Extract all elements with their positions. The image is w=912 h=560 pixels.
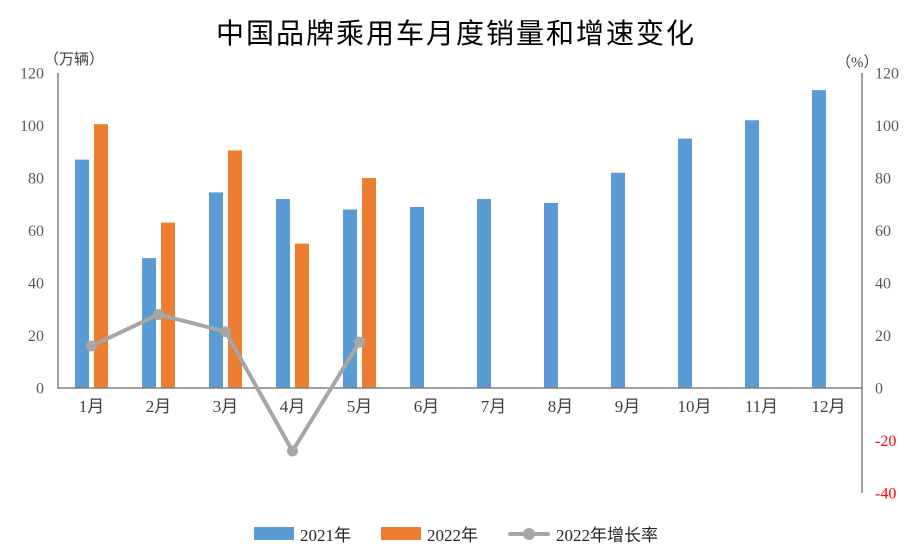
bar-2021年-12月 [812, 90, 826, 388]
left-axis-tick-label-0: 0 [36, 381, 44, 398]
growth-rate-marker-5月 [354, 336, 365, 348]
bar-2022年-4月 [295, 243, 309, 388]
legend-swatch-2022-icon [381, 527, 421, 540]
bar-2021年-5月 [343, 209, 357, 388]
legend-line-marker-icon [508, 527, 550, 540]
bar-2021年-10月 [678, 138, 692, 388]
left-axis-unit-label: （万辆） [44, 52, 105, 68]
right-axis-tick-label-80: 80 [875, 171, 891, 188]
left-axis-tick-label-20: 20 [28, 328, 44, 345]
x-axis-label-11月: 11月 [745, 397, 778, 416]
right-axis-tick-label-0: 0 [875, 381, 883, 398]
bar-2021年-6月 [410, 206, 424, 388]
legend-label-growth-rate: 2022年增长率 [556, 526, 658, 545]
legend-label-2021: 2021年 [300, 526, 351, 545]
right-axis-tick-label-60: 60 [875, 223, 891, 240]
x-axis-label-12月: 12月 [812, 397, 846, 416]
legend: 2021年 2022年 2022年增长率 [0, 521, 912, 546]
bar-2021年-7月 [477, 199, 491, 388]
growth-rate-marker-4月 [287, 445, 298, 457]
right-axis-tick-label-40: 40 [875, 276, 891, 293]
bar-2021年-9月 [611, 172, 625, 389]
x-axis-label-4月: 4月 [280, 397, 306, 416]
right-axis-tick-label--40: -40 [875, 486, 896, 503]
left-axis-tick-label-100: 100 [20, 118, 44, 135]
x-axis-label-2月: 2月 [146, 397, 172, 416]
growth-rate-marker-1月 [86, 340, 97, 352]
chart-title: 中国品牌乘用车月度销量和增速变化 [215, 19, 696, 50]
bar-2021年-2月 [142, 258, 156, 388]
x-axis-label-5月: 5月 [347, 397, 373, 416]
bar-2021年-3月 [209, 192, 223, 388]
growth-rate-marker-3月 [220, 326, 231, 338]
legend-item-2021[interactable]: 2021年 [254, 521, 351, 546]
bar-2021年-11月 [745, 120, 759, 389]
left-axis-tick-label-60: 60 [28, 223, 44, 240]
bar-2022年-1月 [94, 124, 108, 388]
right-axis-tick-label-20: 20 [875, 328, 891, 345]
right-axis-unit-label: （%） [836, 55, 879, 71]
right-axis-tick-label-100: 100 [875, 118, 899, 135]
bar-2021年-4月 [276, 199, 290, 388]
legend-item-growth-rate[interactable]: 2022年增长率 [508, 521, 658, 546]
x-axis-label-7月: 7月 [481, 397, 507, 416]
x-axis-label-10月: 10月 [678, 397, 712, 416]
left-axis-tick-label-120: 120 [20, 66, 44, 83]
bar-2021年-1月 [75, 159, 89, 388]
legend-label-2022: 2022年 [427, 526, 478, 545]
right-axis-tick-label-120: 120 [875, 66, 899, 83]
legend-swatch-2021-icon [254, 527, 294, 540]
right-axis-tick-label--20: -20 [875, 433, 896, 450]
x-axis-label-6月: 6月 [414, 397, 440, 416]
bar-2022年-5月 [362, 178, 376, 388]
bar-2021年-8月 [544, 202, 558, 388]
left-axis-tick-label-40: 40 [28, 276, 44, 293]
x-axis-label-1月: 1月 [79, 397, 105, 416]
left-axis-tick-label-80: 80 [28, 171, 44, 188]
x-axis-label-9月: 9月 [615, 397, 641, 416]
legend-item-2022[interactable]: 2022年 [381, 521, 478, 546]
bar-2022年-3月 [228, 150, 242, 388]
bar-2022年-2月 [161, 222, 175, 388]
x-axis-label-8月: 8月 [548, 397, 574, 416]
growth-rate-marker-2月 [153, 309, 164, 320]
x-axis-label-3月: 3月 [213, 397, 239, 416]
